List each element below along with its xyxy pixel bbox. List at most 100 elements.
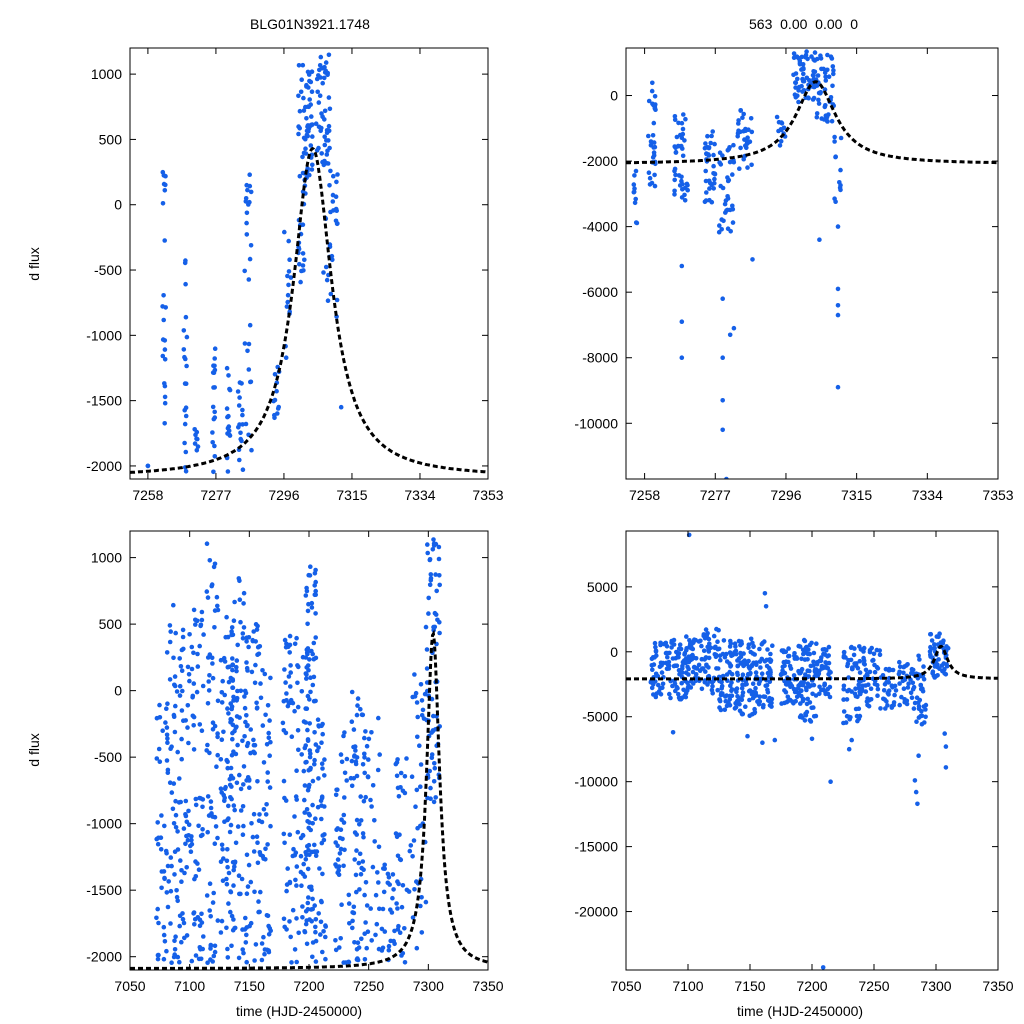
data-point bbox=[402, 960, 408, 965]
data-point bbox=[207, 908, 212, 913]
data-point bbox=[169, 863, 174, 869]
data-point bbox=[309, 69, 315, 74]
data-point bbox=[242, 734, 247, 739]
data-point bbox=[360, 762, 366, 767]
data-point bbox=[884, 679, 889, 685]
data-point bbox=[164, 650, 170, 655]
data-point bbox=[287, 633, 293, 639]
data-point bbox=[312, 592, 318, 598]
data-point bbox=[693, 672, 699, 677]
data-point bbox=[889, 705, 895, 710]
data-point bbox=[675, 685, 680, 691]
data-point bbox=[254, 627, 260, 632]
data-point bbox=[428, 572, 434, 577]
data-point bbox=[161, 181, 167, 187]
data-point bbox=[212, 367, 218, 373]
data-point bbox=[316, 911, 322, 916]
data-point bbox=[290, 907, 296, 913]
data-point bbox=[212, 409, 217, 415]
data-point bbox=[719, 217, 724, 222]
data-point bbox=[191, 911, 196, 916]
data-point bbox=[431, 627, 437, 633]
data-point bbox=[724, 659, 730, 664]
data-point bbox=[304, 650, 310, 655]
data-point bbox=[916, 703, 922, 709]
data-point bbox=[395, 906, 400, 911]
data-point bbox=[197, 945, 203, 950]
chart-title-right: 563 0.00 0.00 0 bbox=[749, 16, 858, 32]
data-point bbox=[346, 901, 352, 906]
data-point bbox=[210, 404, 216, 410]
data-point bbox=[303, 921, 309, 927]
x-tick-label: 7277 bbox=[700, 487, 731, 503]
data-point bbox=[817, 237, 822, 242]
data-point bbox=[285, 299, 291, 305]
data-point bbox=[740, 115, 745, 120]
data-point bbox=[267, 785, 273, 790]
data-point bbox=[682, 138, 687, 143]
data-point bbox=[382, 866, 388, 871]
data-point bbox=[658, 642, 663, 648]
data-point bbox=[362, 751, 367, 757]
data-point bbox=[339, 759, 345, 765]
data-point bbox=[165, 740, 170, 745]
x-tick-label: 7334 bbox=[912, 487, 943, 503]
data-point bbox=[334, 864, 339, 869]
data-point bbox=[219, 690, 225, 695]
data-point bbox=[175, 898, 180, 904]
data-point bbox=[294, 864, 300, 869]
data-point bbox=[306, 811, 312, 817]
data-point bbox=[183, 314, 189, 320]
data-point bbox=[831, 71, 836, 77]
data-point bbox=[333, 840, 339, 845]
data-point bbox=[841, 650, 847, 655]
data-point bbox=[306, 601, 311, 607]
data-point bbox=[735, 134, 740, 139]
data-point bbox=[301, 768, 307, 774]
data-point bbox=[786, 653, 791, 659]
data-point bbox=[867, 648, 873, 653]
data-point bbox=[832, 139, 837, 144]
data-point bbox=[219, 737, 225, 742]
data-point bbox=[254, 700, 259, 706]
x-tick-label: 7296 bbox=[268, 487, 299, 503]
data-point bbox=[764, 663, 770, 669]
panel-bottom-left: 7050 7100 7150 7200 7250 7300 735010005000-500… bbox=[86, 530, 504, 994]
data-point bbox=[194, 448, 200, 453]
data-point bbox=[653, 644, 658, 650]
data-point bbox=[740, 690, 746, 695]
data-point bbox=[728, 664, 733, 669]
y-tick-label: -2000 bbox=[86, 949, 122, 965]
data-point bbox=[294, 768, 299, 773]
data-point bbox=[251, 737, 256, 743]
data-point bbox=[309, 152, 315, 158]
data-point bbox=[649, 663, 655, 668]
data-point bbox=[183, 258, 188, 263]
data-point bbox=[300, 154, 305, 160]
data-point bbox=[792, 689, 798, 695]
data-point bbox=[232, 728, 237, 734]
data-point bbox=[672, 188, 677, 194]
data-point bbox=[676, 691, 681, 697]
data-point bbox=[362, 957, 368, 962]
data-point bbox=[303, 850, 309, 855]
data-point bbox=[233, 840, 239, 846]
data-point bbox=[225, 864, 230, 870]
data-point bbox=[247, 183, 253, 189]
data-point bbox=[361, 798, 367, 804]
data-point bbox=[841, 697, 846, 702]
data-point bbox=[811, 663, 816, 668]
data-point bbox=[868, 686, 874, 691]
data-point bbox=[711, 152, 716, 158]
data-point bbox=[181, 646, 186, 652]
data-point bbox=[305, 787, 311, 793]
data-point bbox=[672, 117, 678, 122]
data-point bbox=[897, 664, 903, 669]
data-point bbox=[856, 682, 861, 687]
data-point bbox=[285, 292, 291, 298]
data-point bbox=[355, 940, 361, 945]
data-point bbox=[224, 406, 230, 411]
data-point bbox=[215, 698, 221, 704]
data-point bbox=[360, 859, 366, 864]
data-point bbox=[304, 585, 309, 591]
